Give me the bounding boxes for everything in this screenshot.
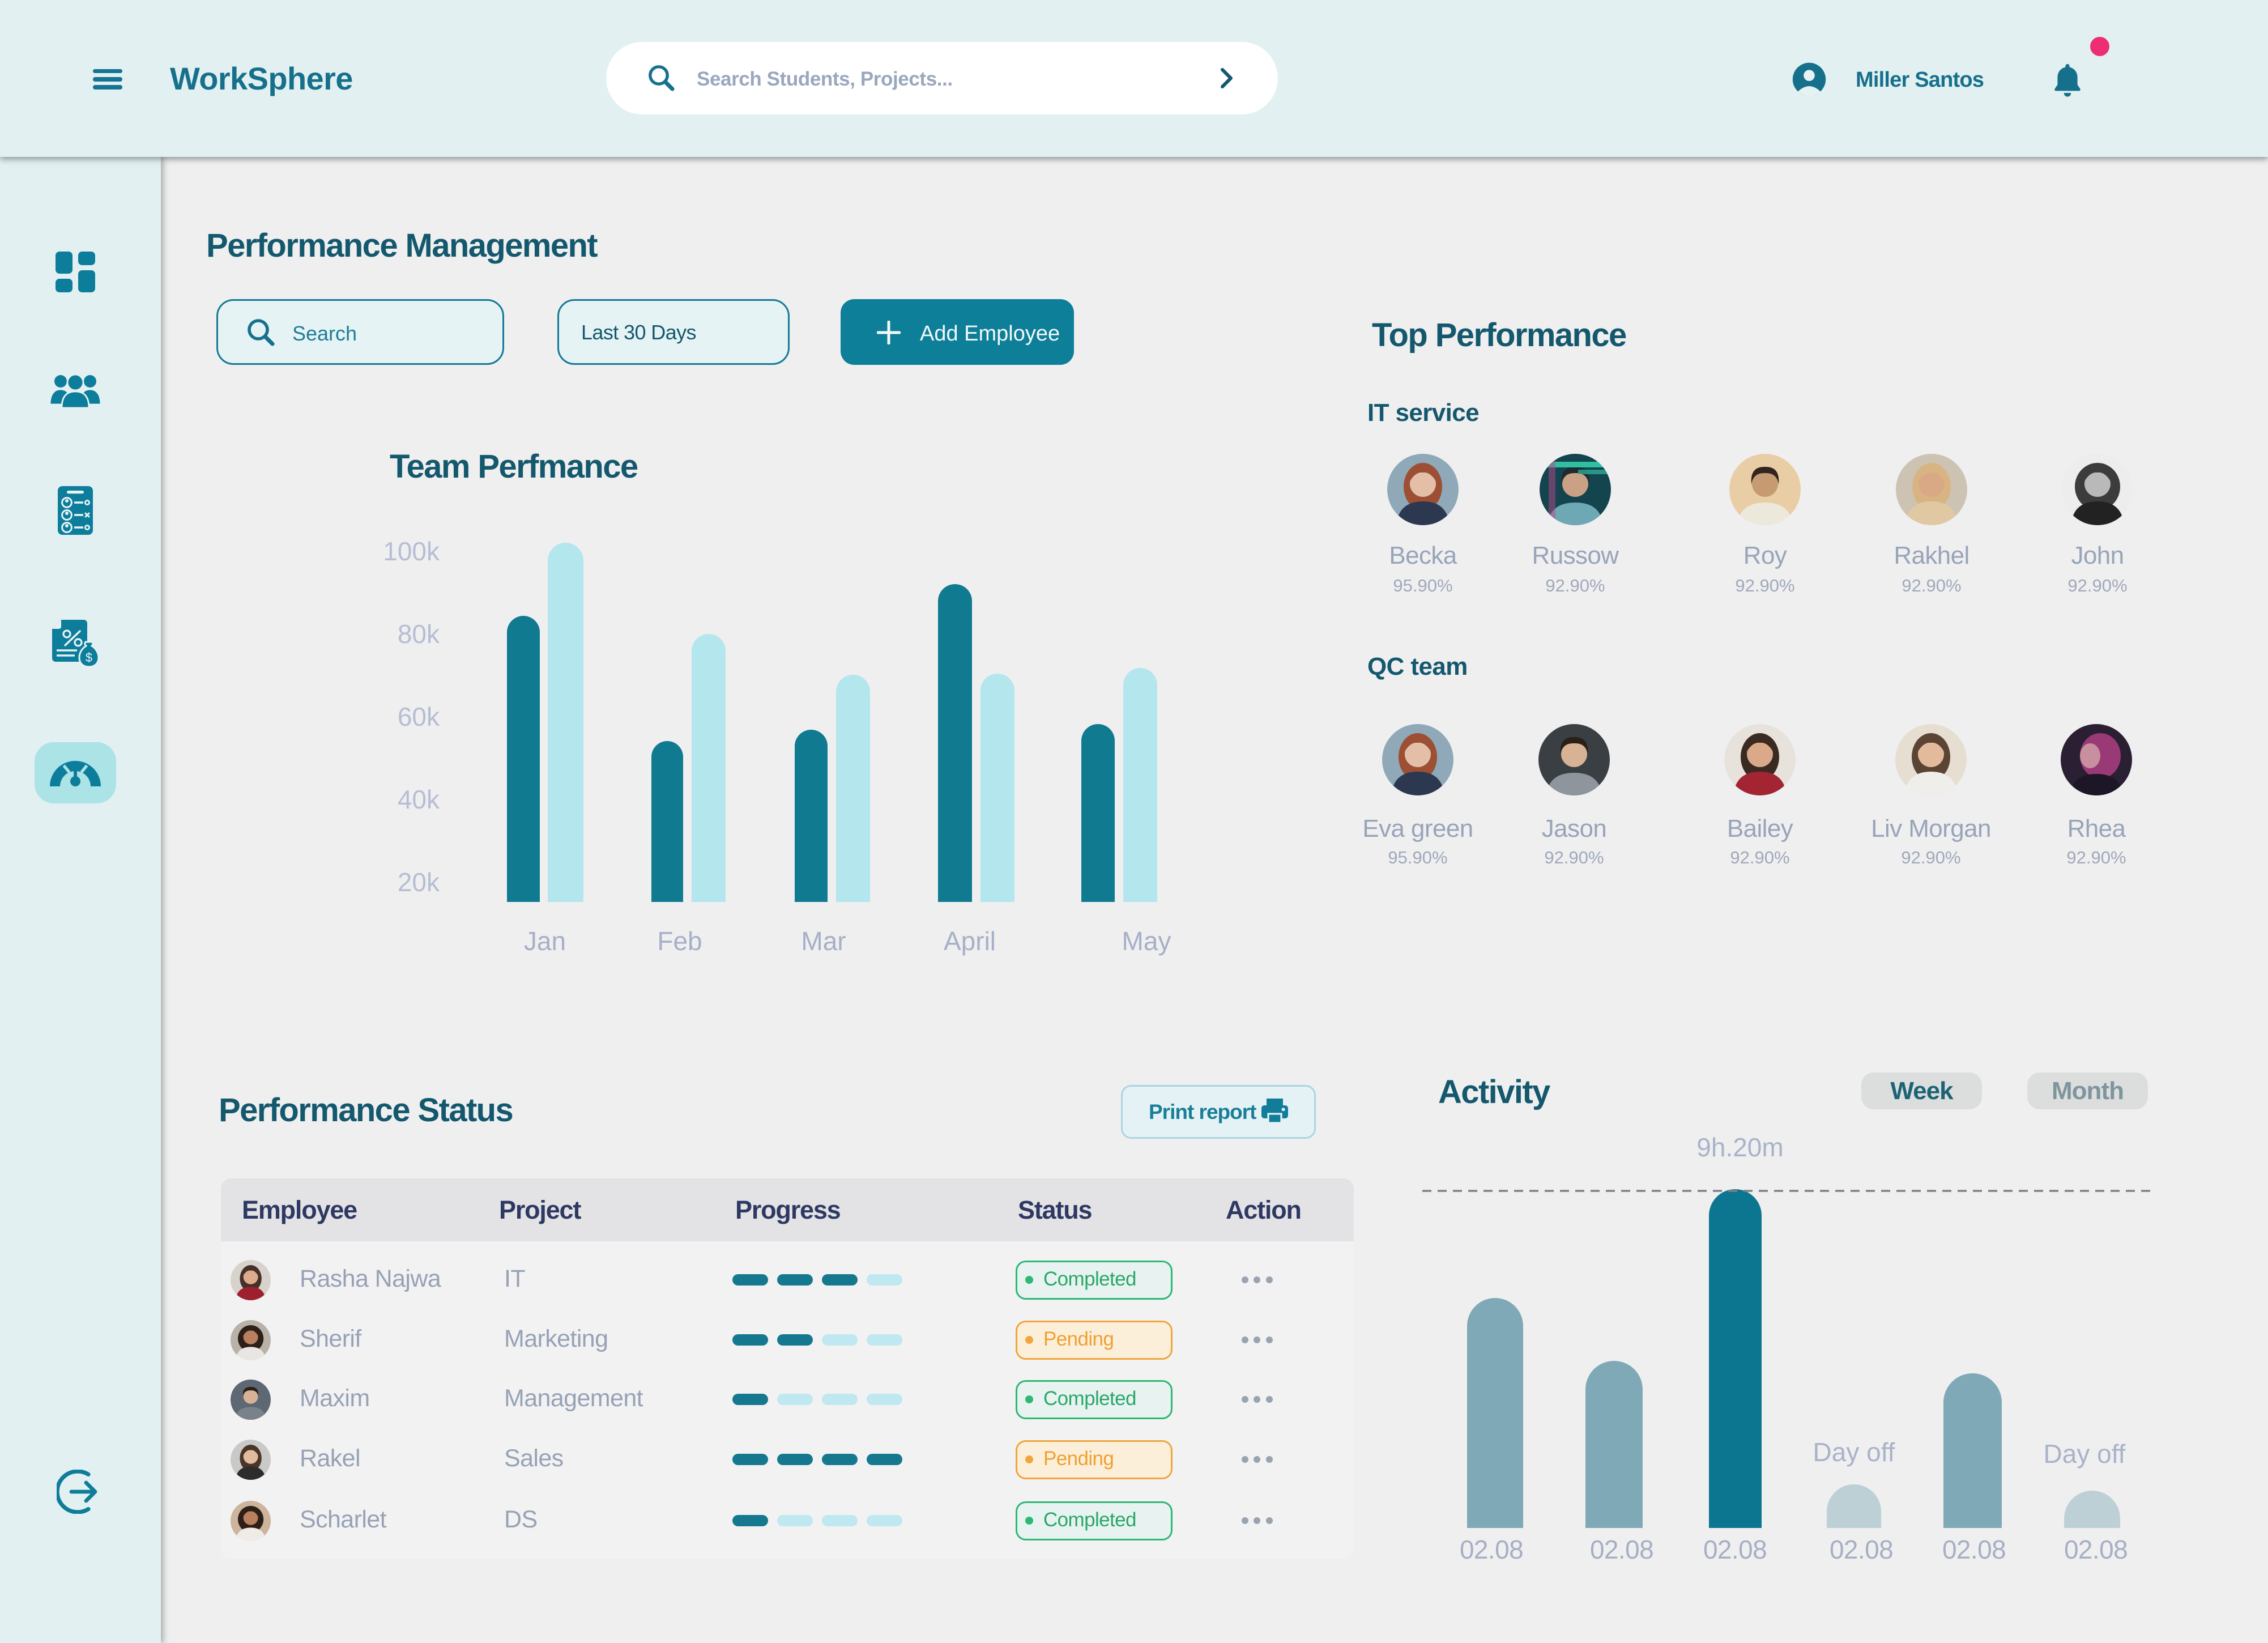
svg-text:$: $ xyxy=(86,650,92,665)
